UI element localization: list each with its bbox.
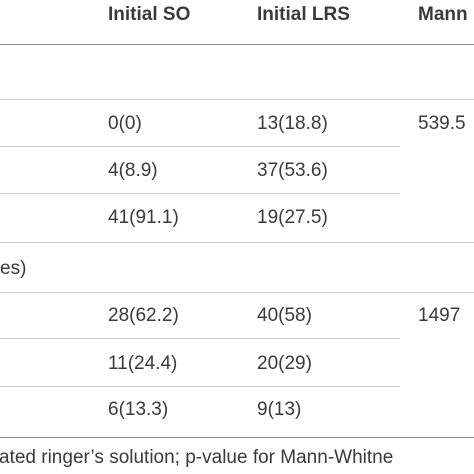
row-rule-2 [0,193,400,194]
header-mann-whitney: Mann [418,4,468,25]
group-label: es) [0,258,27,279]
cell-so-row4: 28(62.2) [108,305,179,326]
stat-value-2: 1497 [418,305,461,326]
header-initial-lrs: Initial LRS [257,4,350,25]
cell-so-row1: 0(0) [108,113,142,134]
section-rule-3 [0,292,474,293]
footnote-text: ated ringer’s solution; p-value for Mann… [0,447,394,468]
bottom-rule [0,437,474,438]
cell-so-row3: 41(91.1) [108,207,179,228]
stat-value-1: 539.5 [418,113,466,134]
row-rule-4 [0,386,400,387]
cell-lrs-row3: 19(27.5) [257,207,328,228]
cell-lrs-row2: 37(53.6) [257,160,328,181]
cell-so-row2: 4(8.9) [108,160,158,181]
header-rule [0,44,474,45]
header-initial-so: Initial SO [108,4,191,25]
cell-so-row5: 11(24.4) [108,353,178,374]
cell-lrs-row6: 9(13) [257,399,302,420]
cell-lrs-row4: 40(58) [257,305,312,326]
section-rule-1 [0,99,474,100]
cell-lrs-row5: 20(29) [257,353,312,374]
row-rule-3 [0,338,400,339]
row-rule-1 [0,146,400,147]
cell-so-row6: 6(13.3) [108,399,169,420]
cell-lrs-row1: 13(18.8) [257,113,328,134]
section-rule-2 [0,242,474,243]
